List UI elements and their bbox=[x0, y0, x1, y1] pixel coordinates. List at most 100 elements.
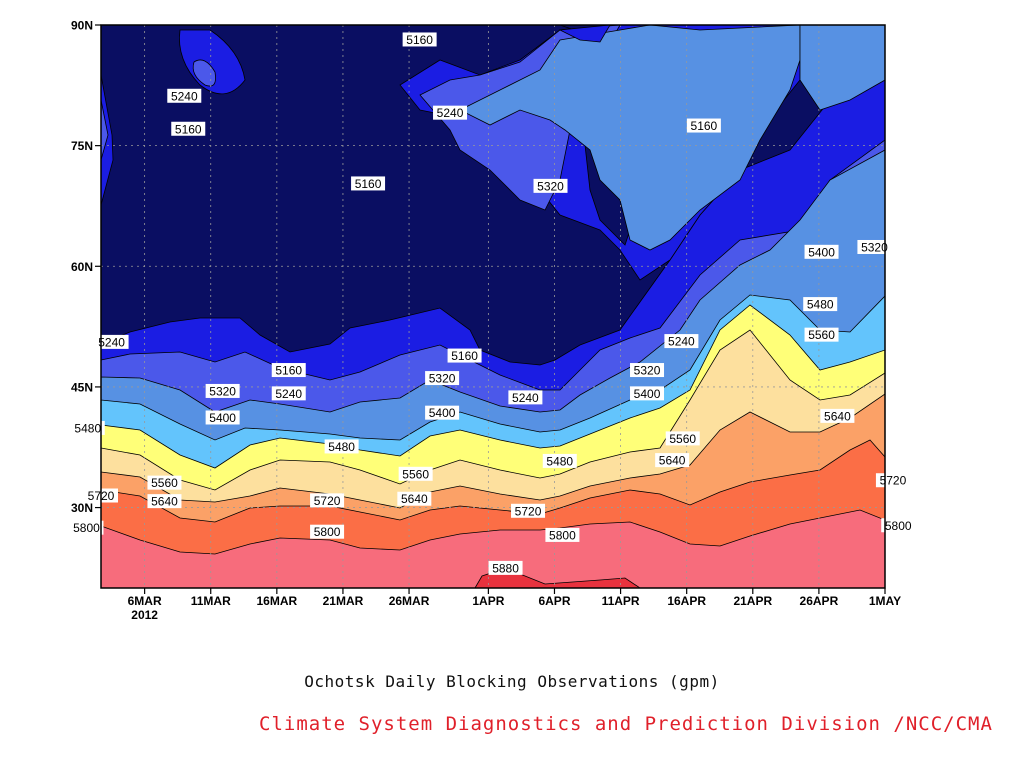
contour-label-text: 5320 bbox=[634, 364, 661, 378]
contour-label: 5480 bbox=[70, 420, 105, 435]
contour-label-text: 5240 bbox=[512, 391, 539, 405]
contour-label: 5160 bbox=[171, 121, 206, 136]
contour-label: 5560 bbox=[147, 475, 182, 490]
x-tick-label: 26APR bbox=[800, 594, 839, 608]
x-tick-label: 16APR bbox=[667, 594, 706, 608]
contour-labels: 5160 5240 5160 5240 5160 5160 5320 5400 5320 5480… bbox=[69, 32, 916, 575]
contour-label-text: 5640 bbox=[659, 454, 686, 468]
contour-label: 5480 bbox=[324, 439, 359, 454]
contour-label-bg bbox=[820, 408, 855, 423]
contour-label-text: 5720 bbox=[314, 494, 341, 508]
contour-label-text: 5480 bbox=[546, 454, 573, 468]
contour-label-bg bbox=[803, 297, 838, 312]
contour-label-text: 5160 bbox=[175, 122, 202, 136]
chart-title: Ochotsk Daily Blocking Observations (gpm… bbox=[304, 672, 720, 691]
contour-label: 5560 bbox=[665, 431, 700, 446]
contour-label-bg bbox=[630, 386, 665, 401]
contour-label-text: 5800 bbox=[549, 528, 576, 542]
contour-label-bg bbox=[488, 560, 523, 575]
x-axis: 6MAR 11MAR 16MAR 21MAR 26MAR 1APR 6APR 11APR 16A… bbox=[128, 588, 901, 622]
contour-label: 5480 bbox=[542, 453, 577, 468]
y-tick-label: 30N bbox=[71, 501, 93, 515]
contour-label-text: 5400 bbox=[429, 406, 456, 420]
x-tick-label: 21APR bbox=[733, 594, 772, 608]
contour-label-text: 5160 bbox=[275, 364, 302, 378]
contour-label: 5320 bbox=[857, 239, 892, 254]
contour-label-bg bbox=[324, 439, 359, 454]
contour-label-text: 5640 bbox=[824, 409, 851, 423]
chart-credit: Climate System Diagnostics and Predictio… bbox=[259, 713, 993, 735]
x-tick-label: 1MAY bbox=[869, 594, 901, 608]
contour-label: 5400 bbox=[630, 386, 665, 401]
contour-label: 5320 bbox=[205, 383, 240, 398]
contour-label-text: 5800 bbox=[73, 521, 100, 535]
contour-label-text: 5240 bbox=[668, 335, 695, 349]
contour-label: 5800 bbox=[881, 518, 916, 533]
contour-label-text: 5640 bbox=[401, 492, 428, 506]
contour-label-bg bbox=[664, 334, 699, 349]
x-tick-label: 11APR bbox=[602, 594, 640, 608]
contour-label-bg bbox=[70, 420, 105, 435]
contour-label: 5400 bbox=[425, 405, 460, 420]
contour-label-text: 5240 bbox=[275, 387, 302, 401]
contour-label: 5320 bbox=[630, 363, 665, 378]
contour-label-bg bbox=[147, 475, 182, 490]
contour-label-text: 5160 bbox=[406, 33, 433, 47]
contour-label: 5640 bbox=[147, 494, 182, 509]
contour-label-bg bbox=[511, 503, 546, 518]
contour-label-bg bbox=[425, 371, 460, 386]
contour-label: 5720 bbox=[310, 493, 345, 508]
contour-label: 5240 bbox=[271, 386, 306, 401]
contour-label: 5720 bbox=[511, 503, 546, 518]
contour-label-bg bbox=[402, 32, 437, 47]
contour-label-text: 5320 bbox=[429, 372, 456, 386]
contour-label-text: 5320 bbox=[537, 179, 564, 193]
contour-label-bg bbox=[542, 453, 577, 468]
contour-label: 5240 bbox=[94, 334, 129, 349]
contour-label: 5240 bbox=[167, 88, 202, 103]
contour-label-bg bbox=[397, 491, 432, 506]
contour-label-bg bbox=[655, 453, 690, 468]
x-year-label: 2012 bbox=[131, 608, 158, 622]
contour-label-bg bbox=[881, 518, 916, 533]
contour-label: 5720 bbox=[875, 473, 910, 488]
contour-label-text: 5240 bbox=[437, 106, 464, 120]
contour-label-bg bbox=[147, 494, 182, 509]
contour-label-text: 5400 bbox=[209, 411, 236, 425]
contour-label: 5480 bbox=[803, 297, 838, 312]
y-axis: 90N 75N 60N 45N 30N bbox=[71, 19, 101, 515]
contour-label-text: 5240 bbox=[98, 335, 125, 349]
band-5160-5240-nw bbox=[179, 29, 246, 95]
contour-label-bg bbox=[508, 390, 543, 405]
contour-label-bg bbox=[167, 88, 202, 103]
contour-label-text: 5160 bbox=[355, 177, 382, 191]
contour-label: 5640 bbox=[397, 491, 432, 506]
contour-label-bg bbox=[171, 121, 206, 136]
contour-label-text: 5320 bbox=[209, 384, 236, 398]
contour-label-bg bbox=[271, 386, 306, 401]
x-tick-label: 6MAR bbox=[128, 594, 162, 608]
contour-label-bg bbox=[205, 383, 240, 398]
contour-label: 5640 bbox=[820, 408, 855, 423]
y-tick-label: 75N bbox=[71, 139, 93, 153]
contour-label: 5320 bbox=[533, 178, 568, 193]
contour-label-text: 5720 bbox=[880, 474, 907, 488]
contour-label-bg bbox=[425, 405, 460, 420]
contour-label: 5160 bbox=[271, 363, 306, 378]
contour-label-bg bbox=[857, 239, 892, 254]
contour-label-text: 5560 bbox=[151, 476, 178, 490]
x-tick-label: 26MAR bbox=[389, 594, 430, 608]
contour-label-bg bbox=[533, 178, 568, 193]
contour-label: 5640 bbox=[655, 453, 690, 468]
contour-label-text: 5720 bbox=[515, 504, 542, 518]
contour-label-text: 5560 bbox=[808, 328, 835, 342]
contour-label-bg bbox=[447, 348, 482, 363]
contour-label-bg bbox=[804, 327, 839, 342]
contour-label-bg bbox=[686, 118, 721, 133]
contour-label: 5160 bbox=[351, 176, 386, 191]
y-tick-label: 45N bbox=[71, 380, 93, 394]
band-5160-5240-north-inner bbox=[558, 25, 611, 43]
contour-label: 5560 bbox=[804, 327, 839, 342]
contour-label: 5560 bbox=[398, 466, 433, 481]
